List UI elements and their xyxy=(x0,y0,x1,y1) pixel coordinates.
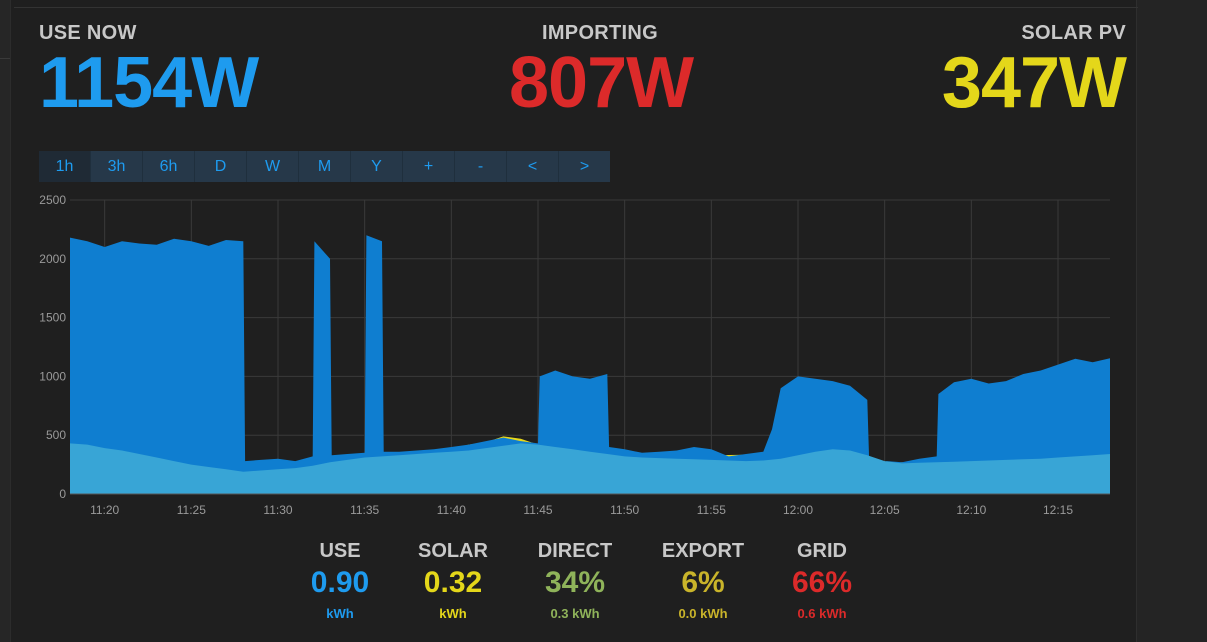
tab-zoom-out[interactable]: - xyxy=(455,151,507,182)
x-tick-label: 11:30 xyxy=(263,503,292,517)
tab-6h[interactable]: 6h xyxy=(143,151,195,182)
timeframe-tabs: 1h 3h 6h D W M Y + - < > xyxy=(39,151,610,182)
x-tick-label: 11:25 xyxy=(177,503,206,517)
importing-label: IMPORTING xyxy=(541,22,659,44)
total-direct: DIRECT 34% 0.3 kWh xyxy=(520,540,630,621)
total-grid-unit: 0.6 kWh xyxy=(797,606,847,621)
total-direct-unit: 0.3 kWh xyxy=(550,606,600,621)
tab-1h[interactable]: 1h xyxy=(39,151,91,182)
tab-forward[interactable]: > xyxy=(579,158,590,175)
use-now-value: 1154W xyxy=(39,43,259,123)
x-tick-label: 11:45 xyxy=(523,503,552,517)
x-tick-label: 12:10 xyxy=(956,503,986,517)
total-solar-label: SOLAR xyxy=(418,540,488,562)
total-export: EXPORT 6% 0.0 kWh xyxy=(648,540,758,621)
series-direct-area xyxy=(70,443,1110,494)
total-solar-value: 0.32 xyxy=(423,566,483,599)
total-solar: SOLAR 0.32 kWh xyxy=(398,540,508,621)
x-tick-label: 11:40 xyxy=(437,503,466,517)
y-tick-label: 1000 xyxy=(39,369,66,383)
use-now-stat: USE NOW 1154W xyxy=(39,22,259,123)
tab-year[interactable]: Y xyxy=(351,151,403,182)
total-grid-label: GRID xyxy=(797,540,847,562)
y-tick-label: 2500 xyxy=(39,193,66,207)
top-divider xyxy=(14,7,1138,8)
importing-value: 807W xyxy=(509,43,694,123)
solar-pv-value: 347W xyxy=(941,43,1127,123)
x-tick-label: 12:00 xyxy=(783,503,813,517)
power-chart: 2500 2000 1500 1000 500 0 11:20 11:25 11:30 11:35… xyxy=(39,193,1110,517)
right-panel-edge xyxy=(1136,0,1207,642)
series-use-area xyxy=(70,235,1110,495)
left-panel-edge xyxy=(0,0,11,642)
total-grid-value: 66% xyxy=(791,566,853,599)
tab-3h[interactable]: 3h xyxy=(91,151,143,182)
importing-stat: IMPORTING 807W xyxy=(509,22,694,123)
x-tick-label: 11:35 xyxy=(350,503,379,517)
tab-week[interactable]: W xyxy=(247,151,299,182)
x-tick-label: 12:05 xyxy=(870,503,900,517)
tab-month[interactable]: M xyxy=(299,151,351,182)
total-export-label: EXPORT xyxy=(661,540,745,562)
y-tick-label: 2000 xyxy=(39,252,66,266)
y-tick-label: 500 xyxy=(46,428,66,442)
total-use-unit: kWh xyxy=(326,606,354,621)
total-solar-unit: kWh xyxy=(439,606,467,621)
y-tick-label: 1500 xyxy=(39,311,66,325)
y-tick-label: 0 xyxy=(59,487,66,501)
x-tick-label: 11:20 xyxy=(90,503,119,517)
tab-zoom-in[interactable]: + xyxy=(403,151,455,182)
total-use: USE 0.90 kWh xyxy=(285,540,395,621)
x-tick-label: 11:50 xyxy=(610,503,639,517)
tab-day[interactable]: D xyxy=(195,151,247,182)
solar-pv-stat: SOLAR PV 347W xyxy=(941,22,1127,123)
use-now-label: USE NOW xyxy=(39,22,137,44)
total-export-value: 6% xyxy=(681,566,725,599)
total-use-label: USE xyxy=(319,540,361,562)
x-tick-label: 11:55 xyxy=(697,503,726,517)
total-direct-label: DIRECT xyxy=(537,540,613,562)
total-direct-value: 34% xyxy=(544,566,606,599)
solar-pv-label: SOLAR PV xyxy=(1021,22,1126,44)
total-export-unit: 0.0 kWh xyxy=(678,606,728,621)
x-tick-label: 12:15 xyxy=(1043,503,1073,517)
total-use-value: 0.90 xyxy=(310,566,370,599)
tab-back[interactable]: < xyxy=(507,151,559,182)
total-grid: GRID 66% 0.6 kWh xyxy=(767,540,877,621)
totals-row: USE 0.90 kWh SOLAR 0.32 kWh DIRECT 34% 0.3 kWh EX… xyxy=(0,540,1207,640)
